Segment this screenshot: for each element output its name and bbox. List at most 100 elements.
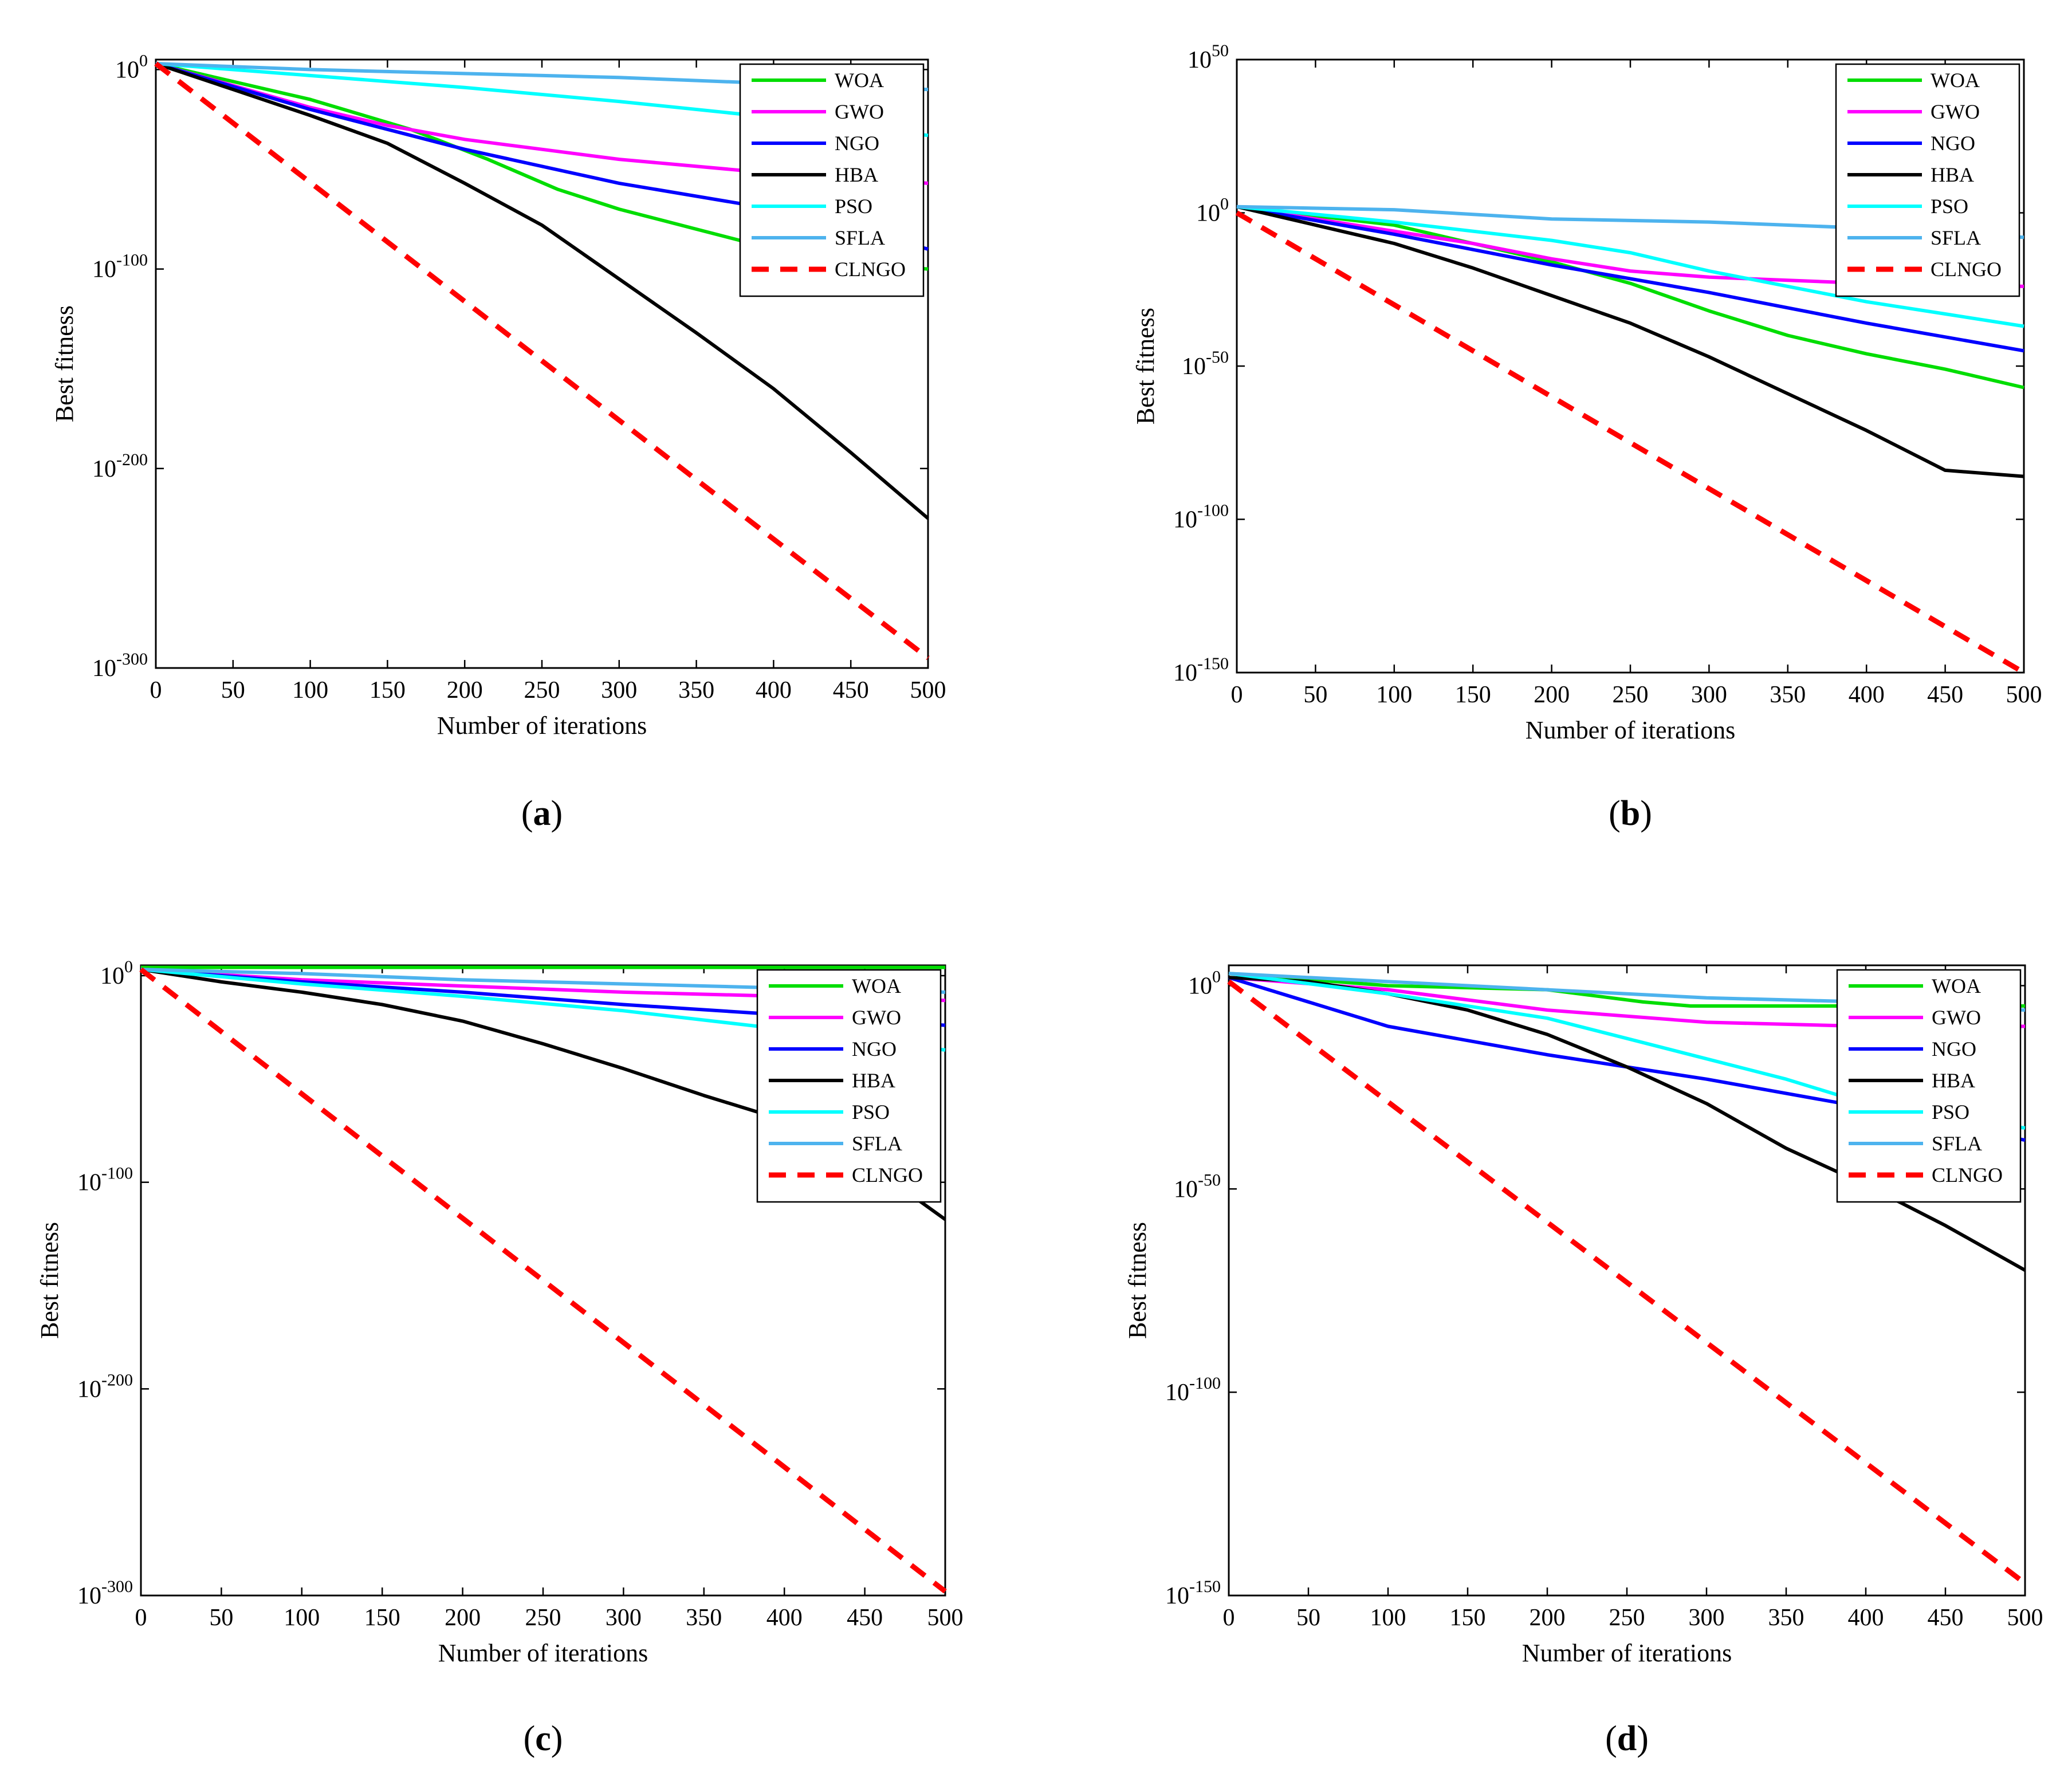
x-tick-label: 0 (135, 1605, 147, 1631)
legend-label-clngo: CLNGO (1932, 1164, 2003, 1186)
x-tick-label: 200 (445, 1605, 481, 1631)
legend (1836, 969, 2022, 1203)
y-axis-label: Best fitness (1123, 1222, 1151, 1339)
series-line-clngo (154, 61, 930, 661)
x-tick-label: 500 (927, 1605, 964, 1631)
legend-label-sfla: SFLA (1932, 1132, 1982, 1155)
y-tick-label: 10-100 (92, 251, 148, 283)
x-tick-label: 400 (756, 677, 792, 704)
x-tick-label: 250 (525, 1605, 561, 1631)
panel-label: (c) (524, 1719, 563, 1758)
series-line-hba (1236, 205, 2024, 478)
x-axis-label: Number of iterations (1526, 716, 1736, 744)
legend-label-pso: PSO (1932, 1101, 1969, 1123)
y-tick-label: 10-150 (1165, 1577, 1221, 1609)
panel-label: (d) (1605, 1719, 1649, 1758)
series-line-ngo (1236, 205, 2024, 353)
x-tick-label: 150 (1455, 682, 1491, 708)
x-tick-label: 100 (292, 677, 328, 704)
legend-label-woa: WOA (852, 974, 901, 997)
legend-label-pso: PSO (835, 195, 872, 218)
legend (756, 969, 942, 1203)
x-tick-label: 250 (1613, 682, 1649, 708)
x-tick-label: 0 (1223, 1605, 1235, 1631)
legend-label-hba: HBA (1932, 1069, 1975, 1092)
x-tick-label: 450 (1927, 682, 1963, 708)
legend-label-gwo: GWO (1932, 1006, 1981, 1029)
legend-label-sfla: SFLA (835, 226, 885, 249)
y-axis-label: Best fitness (1131, 308, 1159, 425)
y-tick-label: 100 (100, 957, 133, 989)
legend-label-woa: WOA (1931, 69, 1980, 92)
x-axis-label: Number of iterations (438, 1639, 648, 1667)
legend-label-hba: HBA (852, 1069, 895, 1092)
x-axis-label: Number of iterations (437, 712, 647, 740)
x-tick-label: 350 (1770, 682, 1806, 708)
y-tick-label: 10-100 (77, 1164, 133, 1196)
x-tick-label: 50 (1303, 682, 1327, 708)
legend-label-woa: WOA (1932, 974, 1981, 997)
x-tick-label: 450 (1928, 1605, 1964, 1631)
legend-label-ngo: NGO (1932, 1038, 1976, 1060)
legend-label-pso: PSO (852, 1101, 890, 1123)
y-tick-label: 10-100 (1173, 501, 1229, 533)
legend-label-woa: WOA (835, 69, 884, 92)
x-tick-label: 450 (847, 1605, 883, 1631)
y-tick-label: 10-200 (77, 1370, 133, 1402)
x-tick-label: 100 (284, 1605, 320, 1631)
legend (1835, 63, 2020, 297)
y-tick-label: 10-300 (92, 650, 148, 682)
legend-label-gwo: GWO (1931, 100, 1980, 123)
x-tick-label: 350 (686, 1605, 722, 1631)
x-tick-label: 500 (2007, 1605, 2043, 1631)
legend-label-clngo: CLNGO (835, 258, 906, 281)
y-tick-label: 100 (115, 51, 148, 83)
legend (739, 63, 925, 297)
x-tick-label: 400 (1849, 682, 1885, 708)
x-tick-label: 0 (150, 677, 162, 704)
chart-panel-c: 0 50 100 150 200 250 300 350 400 450 500 100 10-100 1… (36, 957, 964, 1758)
x-tick-label: 400 (766, 1605, 803, 1631)
legend-label-hba: HBA (835, 163, 878, 186)
series-line-clngo (1235, 210, 2026, 675)
y-tick-label: 1050 (1188, 41, 1229, 73)
x-tick-label: 50 (1296, 1605, 1320, 1631)
x-axis-label: Number of iterations (1522, 1639, 1732, 1667)
panel-label: (b) (1609, 794, 1652, 833)
x-tick-label: 350 (1768, 1605, 1804, 1631)
y-tick-label: 10-50 (1174, 1170, 1221, 1202)
legend-label-gwo: GWO (835, 100, 884, 123)
y-tick-label: 100 (1188, 967, 1221, 999)
x-tick-label: 350 (678, 677, 714, 704)
x-tick-label: 50 (221, 677, 245, 704)
series-line-pso (1236, 205, 2024, 328)
x-tick-label: 150 (1450, 1605, 1486, 1631)
y-tick-label: 10-100 (1165, 1374, 1221, 1406)
x-tick-label: 300 (601, 677, 637, 704)
y-tick-label: 100 (1196, 195, 1229, 227)
x-tick-label: 100 (1376, 682, 1412, 708)
x-tick-label: 250 (1609, 1605, 1645, 1631)
y-axis-label: Best fitness (36, 1222, 64, 1339)
series-line-hba (155, 62, 929, 520)
x-tick-label: 500 (2006, 682, 2042, 708)
x-tick-label: 200 (1530, 1605, 1566, 1631)
y-axis-label: Best fitness (50, 305, 78, 422)
x-tick-label: 150 (369, 677, 406, 704)
legend-label-gwo: GWO (852, 1006, 901, 1029)
chart-panel-a: 0 50 100 150 200 250 300 350 400 450 500 100 10-100 1… (50, 51, 946, 833)
legend-label-clngo: CLNGO (1931, 258, 2002, 281)
x-tick-label: 200 (1534, 682, 1570, 708)
x-tick-label: 100 (1370, 1605, 1406, 1631)
legend-label-ngo: NGO (852, 1038, 897, 1060)
legend-label-ngo: NGO (835, 132, 879, 155)
y-tick-label: 10-300 (77, 1577, 133, 1609)
x-tick-label: 150 (364, 1605, 400, 1631)
legend-label-clngo: CLNGO (852, 1164, 923, 1186)
chart-panel-d: 0 50 100 150 200 250 300 350 400 450 500 100 10-50 10… (1123, 964, 2043, 1758)
x-tick-label: 0 (1231, 682, 1243, 708)
x-tick-label: 50 (209, 1605, 233, 1631)
chart-panel-b: 0 50 100 150 200 250 300 350 400 450 500 1050 100 10-… (1131, 41, 2042, 833)
x-tick-label: 300 (1689, 1605, 1725, 1631)
series-line-gwo (1236, 205, 2024, 288)
